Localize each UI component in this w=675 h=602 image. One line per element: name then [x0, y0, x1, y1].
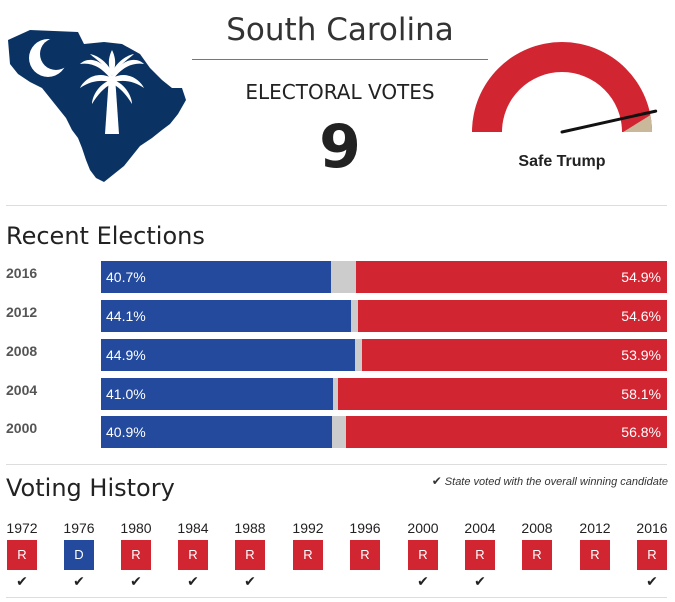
check-icon: [288, 570, 328, 588]
check-icon: ✔: [16, 573, 28, 589]
result-bar: 44.9% 53.9%: [101, 339, 667, 371]
check-icon: ✔: [474, 573, 486, 589]
section-divider: [6, 205, 667, 206]
check-icon: ✔: [130, 573, 142, 589]
title-rule: [192, 59, 488, 60]
party-box: R: [121, 540, 151, 570]
election-row: 2012 44.1% 54.6%: [0, 300, 675, 332]
history-item: 2012 R: [575, 520, 615, 588]
party-box: R: [350, 540, 380, 570]
party-box: R: [465, 540, 495, 570]
party-box: R: [637, 540, 667, 570]
history-item: 1996 R: [345, 520, 385, 588]
history-item: 1992 R: [288, 520, 328, 588]
history-year: 1988: [234, 520, 266, 536]
check-icon: [517, 570, 557, 588]
electoral-votes-label: ELECTORAL VOTES: [245, 80, 435, 104]
result-bar: 40.9% 56.8%: [101, 416, 667, 448]
result-bar: 41.0% 58.1%: [101, 378, 667, 410]
history-year: 1984: [177, 520, 209, 536]
palmetto-tree-icon: [80, 50, 144, 134]
gauge-arc-tan: [623, 115, 652, 132]
history-year: 2004: [464, 520, 496, 536]
history-year: 2016: [636, 520, 668, 536]
rep-share: 54.6%: [357, 300, 667, 332]
check-icon: [575, 570, 615, 588]
dem-share: 44.1%: [101, 300, 351, 332]
history-item: 1984 R ✔: [173, 520, 213, 589]
history-year: 2000: [407, 520, 439, 536]
election-row: 2000 40.9% 56.8%: [0, 416, 675, 448]
history-item: 1988 R ✔: [230, 520, 270, 589]
state-map-icon: [8, 30, 186, 182]
check-icon: ✔: [244, 573, 256, 589]
electoral-votes-value: 9: [319, 112, 361, 182]
history-year: 1992: [292, 520, 324, 536]
gauge-arc-red: [472, 42, 652, 132]
election-year: 2012: [6, 304, 38, 320]
dem-share: 41.0%: [101, 378, 334, 410]
winner-legend: ✔ State voted with the overall winning ca…: [420, 474, 668, 488]
check-icon: ✔: [431, 474, 442, 488]
history-item: 1980 R ✔: [116, 520, 156, 589]
history-item: 2000 R ✔: [403, 520, 443, 589]
history-year: 2008: [521, 520, 553, 536]
party-box: R: [522, 540, 552, 570]
result-bar: 44.1% 54.6%: [101, 300, 667, 332]
legend-text: State voted with the overall winning can…: [444, 476, 668, 488]
election-year: 2016: [6, 265, 38, 281]
election-row: 2016 40.7% 54.9%: [0, 261, 675, 293]
history-item: 2004 R ✔: [460, 520, 500, 589]
party-box: D: [64, 540, 94, 570]
dem-share: 40.9%: [101, 416, 333, 448]
dem-share: 44.9%: [101, 339, 356, 371]
history-item: 1972 R ✔: [2, 520, 42, 589]
check-icon: [345, 570, 385, 588]
voting-history-title: Voting History: [6, 474, 175, 502]
dem-share: 40.7%: [101, 261, 332, 293]
election-year: 2004: [6, 382, 38, 398]
check-icon: ✔: [417, 573, 429, 589]
history-year: 1976: [63, 520, 95, 536]
election-year: 2000: [6, 420, 38, 436]
recent-elections-title: Recent Elections: [6, 222, 205, 250]
rep-share: 56.8%: [345, 416, 667, 448]
rep-share: 58.1%: [338, 378, 667, 410]
party-box: R: [293, 540, 323, 570]
election-year: 2008: [6, 343, 38, 359]
gauge-needle: [560, 109, 658, 134]
party-box: R: [178, 540, 208, 570]
history-item: 1976 D ✔: [59, 520, 99, 589]
check-icon: ✔: [187, 573, 199, 589]
history-year: 1980: [120, 520, 152, 536]
election-row: 2008 44.9% 53.9%: [0, 339, 675, 371]
rep-share: 54.9%: [356, 261, 667, 293]
section-divider: [6, 464, 667, 465]
history-item: 2008 R: [517, 520, 557, 588]
history-year: 2012: [579, 520, 611, 536]
party-box: R: [408, 540, 438, 570]
party-box: R: [7, 540, 37, 570]
check-icon: ✔: [73, 573, 85, 589]
rating-gauge: [472, 42, 658, 134]
election-row: 2004 41.0% 58.1%: [0, 378, 675, 410]
history-year: 1972: [6, 520, 38, 536]
section-divider: [6, 597, 667, 598]
race-rating: Safe Trump: [518, 153, 606, 170]
party-box: R: [580, 540, 610, 570]
check-icon: ✔: [646, 573, 658, 589]
result-bar: 40.7% 54.9%: [101, 261, 667, 293]
party-box: R: [235, 540, 265, 570]
history-item: 2016 R ✔: [632, 520, 672, 589]
history-year: 1996: [349, 520, 381, 536]
rep-share: 53.9%: [361, 339, 667, 371]
state-name: South Carolina: [226, 12, 454, 48]
